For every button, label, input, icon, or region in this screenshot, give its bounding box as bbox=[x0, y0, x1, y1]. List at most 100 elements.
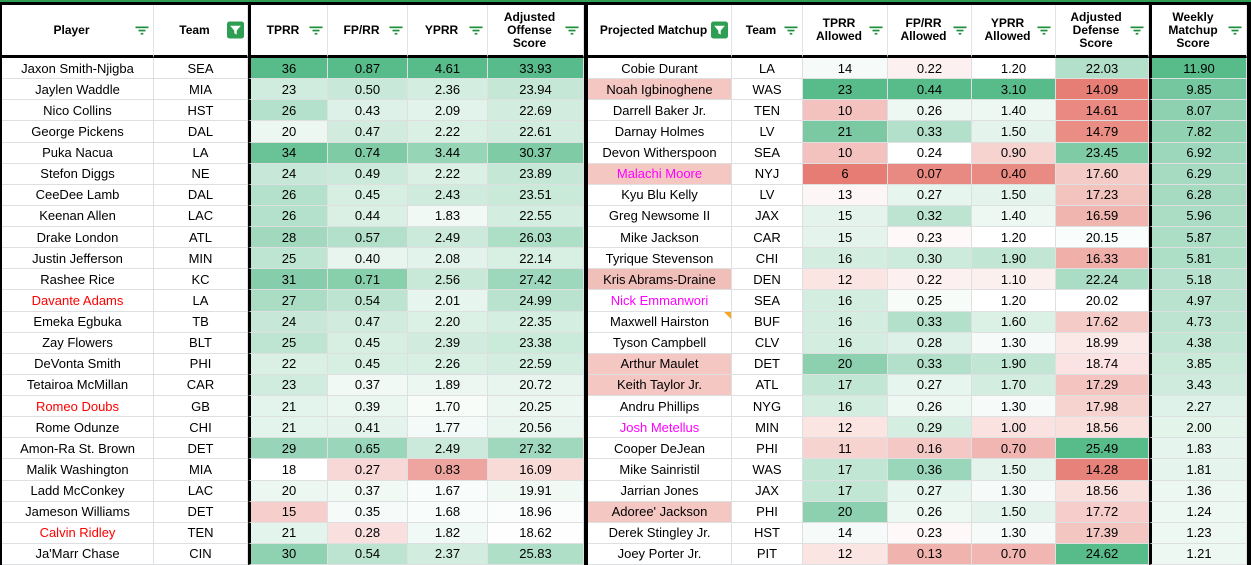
team-cell[interactable]: GB bbox=[154, 396, 248, 418]
team-cell[interactable]: BUF bbox=[732, 311, 803, 333]
tprr-cell[interactable]: 6 bbox=[803, 163, 888, 185]
team-cell[interactable]: WAS bbox=[732, 459, 803, 481]
team-cell[interactable]: JAX bbox=[732, 480, 803, 502]
matchup-player-cell[interactable]: Josh Metellus bbox=[588, 417, 732, 439]
yprr-cell[interactable]: 1.89 bbox=[408, 374, 488, 396]
ads-cell[interactable]: 20.15 bbox=[1056, 227, 1149, 249]
ads-cell[interactable]: 18.99 bbox=[1056, 332, 1149, 354]
player-cell[interactable]: Rashee Rice bbox=[2, 269, 154, 291]
matchup-player-cell[interactable]: Joey Porter Jr. bbox=[588, 543, 732, 565]
fprr-cell[interactable]: 0.45 bbox=[328, 332, 408, 354]
filter-funnel-active-icon[interactable] bbox=[711, 21, 728, 39]
yprr-cell[interactable]: 2.37 bbox=[408, 543, 488, 565]
wms-cell[interactable]: 7.82 bbox=[1149, 121, 1247, 143]
team-cell[interactable]: MIA bbox=[154, 79, 248, 101]
aos-cell[interactable]: 27.42 bbox=[488, 269, 584, 291]
yprr-cell[interactable]: 1.50 bbox=[972, 184, 1056, 206]
fprr-cell[interactable]: 0.27 bbox=[888, 374, 972, 396]
tprr-cell[interactable]: 21 bbox=[248, 417, 328, 439]
fprr-cell[interactable]: 0.33 bbox=[888, 353, 972, 375]
ads-cell[interactable]: 18.56 bbox=[1056, 417, 1149, 439]
fprr-cell[interactable]: 0.43 bbox=[328, 100, 408, 122]
fprr-cell[interactable]: 0.26 bbox=[888, 501, 972, 523]
fprr-cell[interactable]: 0.65 bbox=[328, 438, 408, 460]
team-cell[interactable]: WAS bbox=[732, 79, 803, 101]
tprr-cell[interactable]: 14 bbox=[803, 522, 888, 544]
filter-lines-icon[interactable] bbox=[133, 22, 150, 39]
filter-lines-icon[interactable] bbox=[1226, 22, 1243, 39]
column-header-aos[interactable]: Adjusted Offense Score bbox=[488, 5, 584, 58]
team-cell[interactable]: LV bbox=[732, 184, 803, 206]
filter-funnel-active-icon[interactable] bbox=[227, 21, 244, 39]
tprr-cell[interactable]: 34 bbox=[248, 142, 328, 164]
player-cell[interactable]: Rome Odunze bbox=[2, 417, 154, 439]
wms-cell[interactable]: 6.29 bbox=[1149, 163, 1247, 185]
team-cell[interactable]: CHI bbox=[154, 417, 248, 439]
fprr-cell[interactable]: 0.35 bbox=[328, 501, 408, 523]
column-header-team[interactable]: Team bbox=[732, 5, 803, 58]
tprr-cell[interactable]: 10 bbox=[803, 100, 888, 122]
team-cell[interactable]: PIT bbox=[732, 543, 803, 565]
aos-cell[interactable]: 23.38 bbox=[488, 332, 584, 354]
fprr-cell[interactable]: 0.40 bbox=[328, 248, 408, 270]
team-cell[interactable]: DEN bbox=[732, 269, 803, 291]
yprr-cell[interactable]: 2.01 bbox=[408, 290, 488, 312]
filter-lines-icon[interactable] bbox=[563, 22, 580, 39]
tprr-cell[interactable]: 15 bbox=[248, 501, 328, 523]
column-header-tprr[interactable]: TPRR Allowed bbox=[803, 5, 888, 58]
aos-cell[interactable]: 18.96 bbox=[488, 501, 584, 523]
filter-lines-icon[interactable] bbox=[1035, 22, 1052, 39]
wms-cell[interactable]: 1.83 bbox=[1149, 438, 1247, 460]
player-cell[interactable]: Romeo Doubs bbox=[2, 396, 154, 418]
player-cell[interactable]: Jameson Williams bbox=[2, 501, 154, 523]
yprr-cell[interactable]: 1.30 bbox=[972, 480, 1056, 502]
yprr-cell[interactable]: 2.09 bbox=[408, 100, 488, 122]
player-cell[interactable]: Nico Collins bbox=[2, 100, 154, 122]
team-cell[interactable]: LAC bbox=[154, 205, 248, 227]
filter-lines-icon[interactable] bbox=[467, 22, 484, 39]
team-cell[interactable]: ATL bbox=[154, 227, 248, 249]
wms-cell[interactable]: 2.00 bbox=[1149, 417, 1247, 439]
ads-cell[interactable]: 22.24 bbox=[1056, 269, 1149, 291]
team-cell[interactable]: CLV bbox=[732, 332, 803, 354]
tprr-cell[interactable]: 29 bbox=[248, 438, 328, 460]
fprr-cell[interactable]: 0.23 bbox=[888, 227, 972, 249]
yprr-cell[interactable]: 2.22 bbox=[408, 121, 488, 143]
wms-cell[interactable]: 1.23 bbox=[1149, 522, 1247, 544]
ads-cell[interactable]: 23.45 bbox=[1056, 142, 1149, 164]
aos-cell[interactable]: 19.91 bbox=[488, 480, 584, 502]
team-cell[interactable]: SEA bbox=[732, 290, 803, 312]
yprr-cell[interactable]: 2.39 bbox=[408, 332, 488, 354]
team-cell[interactable]: MIN bbox=[154, 248, 248, 270]
column-header-tprr[interactable]: TPRR bbox=[248, 5, 328, 58]
tprr-cell[interactable]: 11 bbox=[803, 438, 888, 460]
aos-cell[interactable]: 16.09 bbox=[488, 459, 584, 481]
player-cell[interactable]: CeeDee Lamb bbox=[2, 184, 154, 206]
fprr-cell[interactable]: 0.37 bbox=[328, 480, 408, 502]
aos-cell[interactable]: 20.72 bbox=[488, 374, 584, 396]
ads-cell[interactable]: 25.49 bbox=[1056, 438, 1149, 460]
fprr-cell[interactable]: 0.28 bbox=[888, 332, 972, 354]
matchup-player-cell[interactable]: Jarrian Jones bbox=[588, 480, 732, 502]
wms-cell[interactable]: 5.96 bbox=[1149, 205, 1247, 227]
fprr-cell[interactable]: 0.33 bbox=[888, 311, 972, 333]
yprr-cell[interactable]: 0.70 bbox=[972, 543, 1056, 565]
tprr-cell[interactable]: 15 bbox=[803, 227, 888, 249]
ads-cell[interactable]: 17.98 bbox=[1056, 396, 1149, 418]
player-cell[interactable]: Jaylen Waddle bbox=[2, 79, 154, 101]
player-cell[interactable]: Emeka Egbuka bbox=[2, 311, 154, 333]
team-cell[interactable]: LAC bbox=[154, 480, 248, 502]
tprr-cell[interactable]: 20 bbox=[803, 501, 888, 523]
tprr-cell[interactable]: 13 bbox=[803, 184, 888, 206]
aos-cell[interactable]: 22.35 bbox=[488, 311, 584, 333]
team-cell[interactable]: TB bbox=[154, 311, 248, 333]
tprr-cell[interactable]: 16 bbox=[803, 396, 888, 418]
player-cell[interactable]: Jaxon Smith-Njigba bbox=[2, 58, 154, 80]
aos-cell[interactable]: 22.61 bbox=[488, 121, 584, 143]
matchup-player-cell[interactable]: Mike Jackson bbox=[588, 227, 732, 249]
tprr-cell[interactable]: 16 bbox=[803, 332, 888, 354]
aos-cell[interactable]: 23.94 bbox=[488, 79, 584, 101]
matchup-player-cell[interactable]: Tyrique Stevenson bbox=[588, 248, 732, 270]
matchup-player-cell[interactable]: Cobie Durant bbox=[588, 58, 732, 80]
yprr-cell[interactable]: 1.67 bbox=[408, 480, 488, 502]
